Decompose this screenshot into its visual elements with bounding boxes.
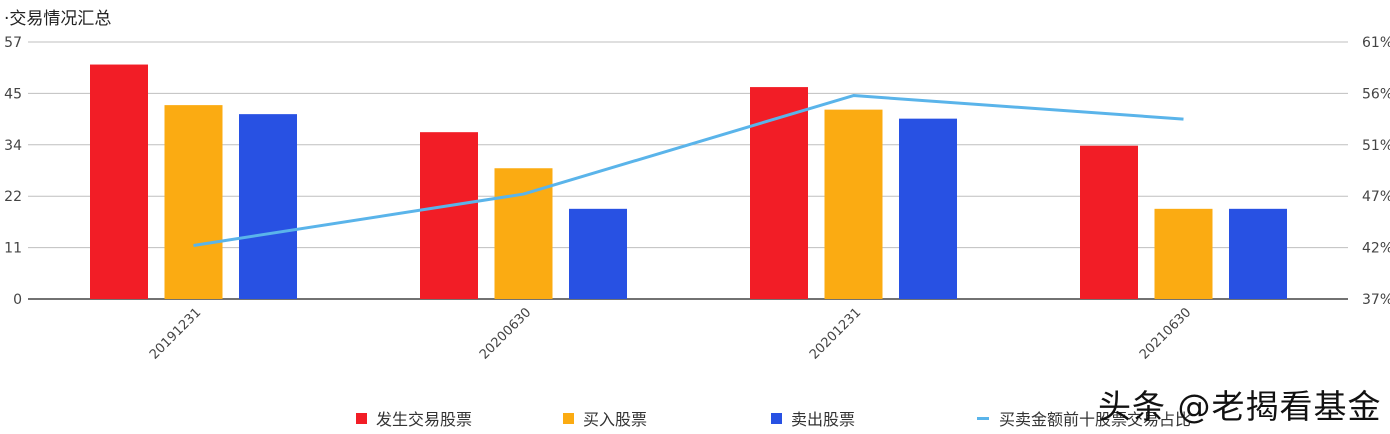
legend-line-swatch [977,416,989,420]
x-axis-label: 20201231 [807,305,864,362]
bar [824,109,883,299]
chart-title: ·交易情况汇总 [4,9,112,29]
right-axis-tick: 42% [1362,241,1390,257]
legend-label: 买入股票 [583,410,648,429]
bar [420,132,478,299]
left-axis-tick: 0 [13,292,22,308]
bar [494,168,553,299]
ratio-line [193,94,1184,247]
right-axis-tick: 56% [1362,86,1390,102]
right-axis-tick: 51% [1362,138,1390,154]
legend-swatch-yellow [563,412,574,424]
bar [164,105,223,300]
legend-swatch-blue [771,412,782,424]
x-axis-label: 20210630 [1137,305,1194,362]
legend-item-bought[interactable]: 买入股票 [563,406,647,430]
left-axis-tick: 34 [4,138,22,154]
watermark: 头条 @老揭看基金 [1098,387,1382,426]
bar [1154,208,1213,299]
bar [569,208,627,299]
right-axis-tick: 37% [1362,292,1390,308]
bar [899,118,957,299]
bar [90,64,148,300]
combo-chart: 0 37% 11 42% 22 47% 34 51% 45 56% 57 61% 20191231 202… [4,35,1390,363]
left-axis-tick: 22 [4,189,22,205]
legend-item-sold[interactable]: 卖出股票 [771,406,855,430]
legend-label: 卖出股票 [791,410,856,429]
legend-item-ratio[interactable]: 买卖金额前十股票交易占比 [977,406,1191,430]
bar [1229,208,1287,299]
chart-legend: 发生交易股票 买入股票 卖出股票 买卖金额前十股票交易占比 [0,406,1390,430]
bar [239,114,297,299]
legend-item-traded[interactable]: 发生交易股票 [356,406,472,430]
left-axis-tick: 45 [4,86,22,102]
left-axis-tick: 11 [4,241,22,257]
legend-swatch-red [356,412,367,424]
bar [1080,145,1138,299]
x-axis-label: 20191231 [147,305,204,362]
legend-label: 买卖金额前十股票交易占比 [999,410,1192,429]
right-axis-tick: 47% [1362,189,1390,205]
right-axis-tick: 61% [1362,35,1390,51]
x-axis-label: 20200630 [477,305,534,362]
legend-label: 发生交易股票 [376,410,473,429]
left-axis-tick: 57 [4,35,22,51]
